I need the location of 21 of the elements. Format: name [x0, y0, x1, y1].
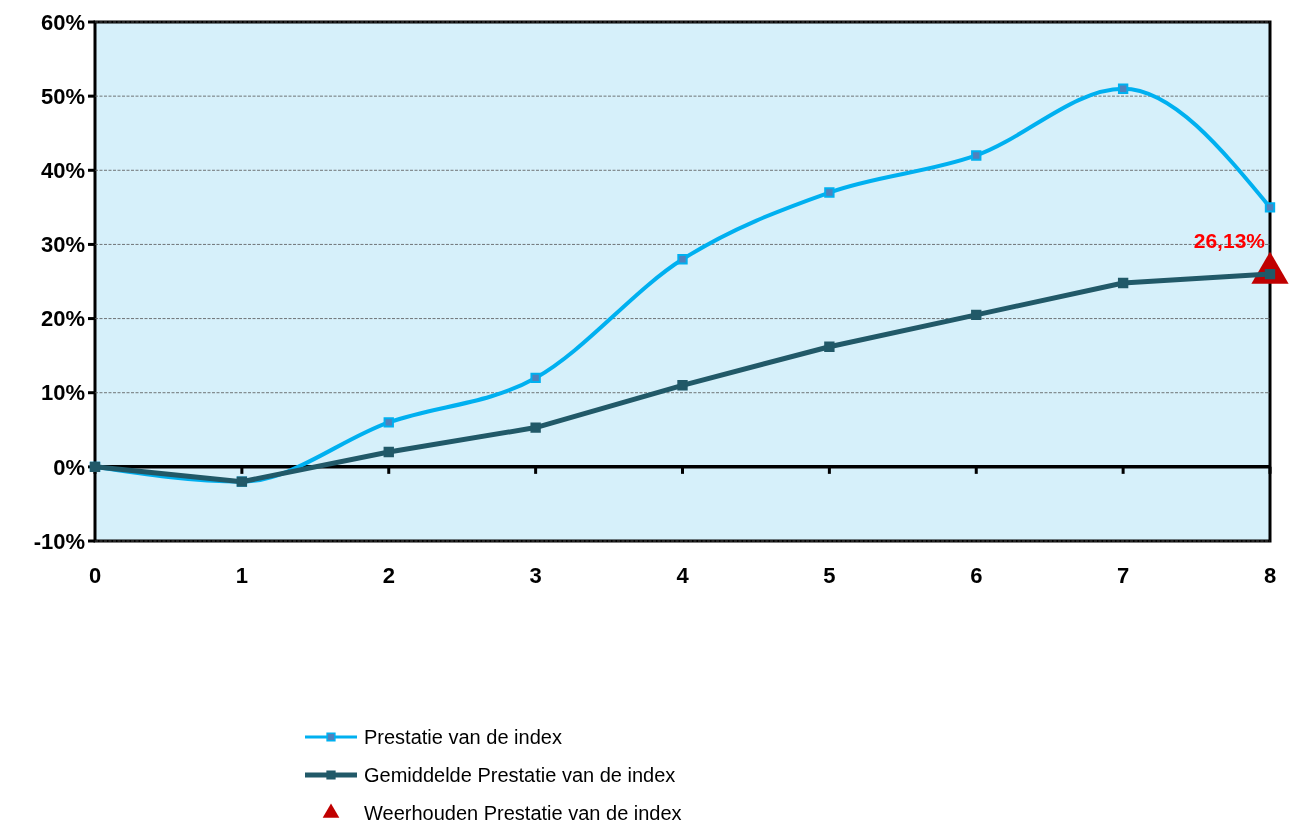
y-tick-label: 0%	[53, 454, 85, 480]
y-tick-label: 60%	[40, 9, 85, 35]
x-tick-label: 2	[382, 563, 395, 588]
y-tick-label: 30%	[40, 232, 85, 258]
y-tick-label: 40%	[40, 157, 85, 183]
x-tick-label: 1	[235, 563, 248, 588]
x-tick-label: 7	[1117, 563, 1130, 588]
x-tick-label: 5	[823, 563, 836, 588]
x-tick-label: 0	[88, 563, 102, 588]
x-tick-label: 6	[970, 563, 983, 588]
legend-label: Gemiddelde Prestatie van de index	[364, 764, 676, 786]
legend-label: Weerhouden Prestatie van de index	[364, 802, 682, 824]
y-tick-label: -10%	[33, 528, 85, 554]
x-tick-label: 8	[1263, 563, 1277, 588]
data-label: 26,13%	[1193, 229, 1266, 253]
legend-label: Prestatie van de index	[364, 726, 562, 748]
y-tick-label: 50%	[40, 83, 85, 109]
x-tick-label: 3	[529, 563, 542, 588]
x-tick-label: 4	[676, 563, 690, 588]
y-tick-label: 10%	[40, 380, 85, 406]
y-tick-label: 20%	[40, 306, 85, 332]
